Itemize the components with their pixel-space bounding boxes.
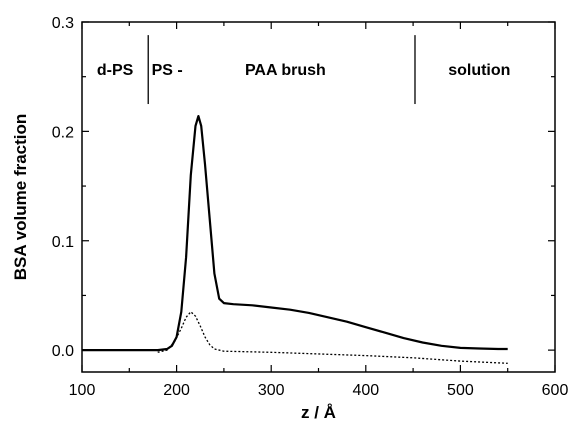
x-axis-title: z / Å: [301, 403, 336, 422]
y-axis-title: BSA volume fraction: [11, 114, 30, 281]
region-label: d-PS: [97, 62, 134, 79]
series-layer: [82, 115, 508, 364]
region-label: PAA brush: [245, 62, 326, 79]
y-tick-label: 0.1: [52, 234, 74, 251]
axes-layer: 100 200 300 400 500 600 0.0 0.1 0.2 0.3: [52, 15, 569, 399]
x-tick-label: 300: [258, 382, 285, 399]
x-tick-label: 600: [542, 382, 569, 399]
region-label: solution: [448, 62, 510, 79]
y-tick-label: 0.2: [52, 124, 74, 141]
series-line-2: [157, 311, 508, 364]
x-tick-label: 500: [447, 382, 474, 399]
y-tick-label: 0.0: [52, 343, 74, 360]
x-tick-label: 100: [69, 382, 96, 399]
x-tick-label: 200: [163, 382, 190, 399]
region-label: PS -: [152, 62, 183, 79]
series-line-1: [82, 115, 508, 352]
x-tick-label: 400: [352, 382, 379, 399]
y-tick-label: 0.3: [52, 15, 74, 32]
annot-layer: d-PS PS - PAA brush solution: [97, 35, 510, 105]
